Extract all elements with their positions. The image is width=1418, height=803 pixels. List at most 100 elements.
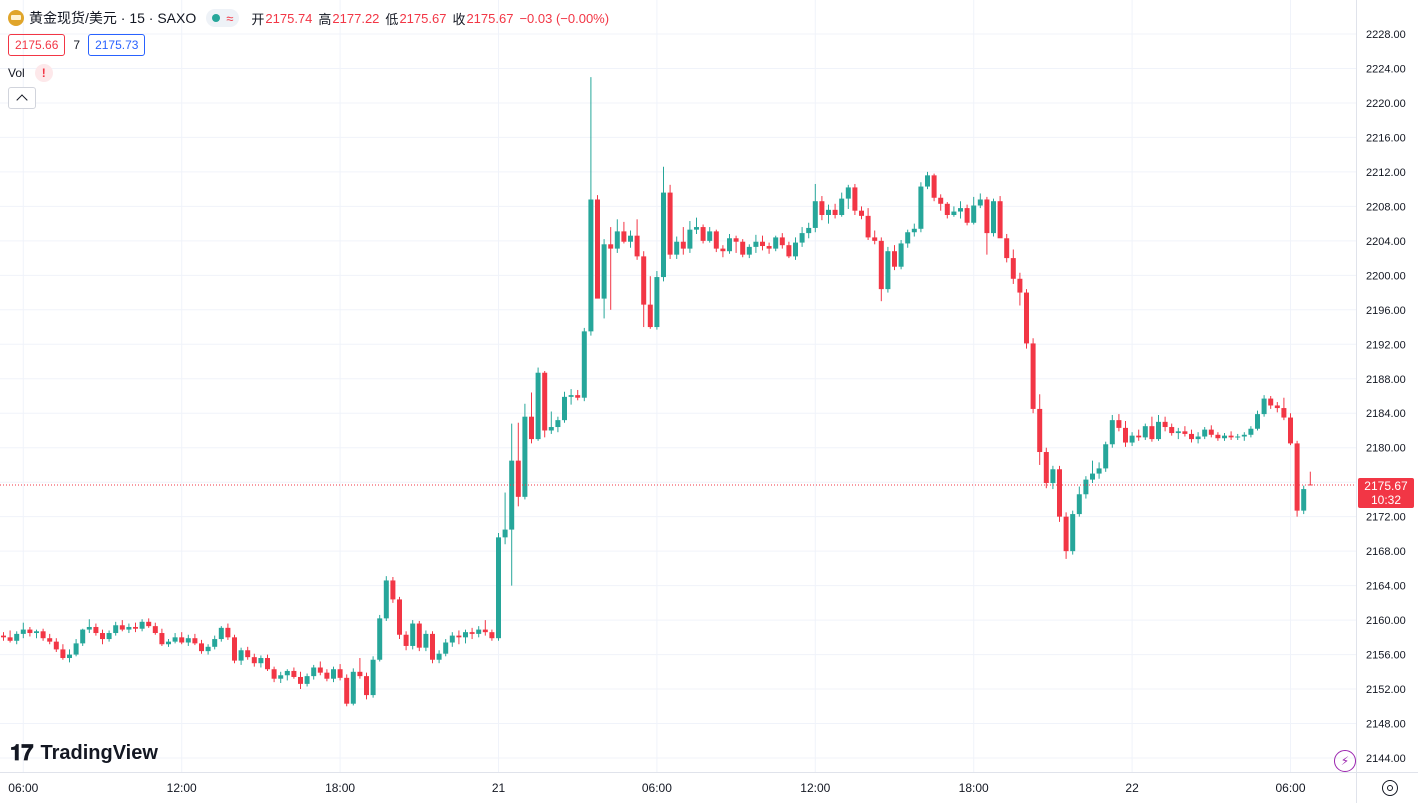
x-tick-label: 06:00 <box>8 781 38 795</box>
candle-body <box>106 633 112 640</box>
candle <box>199 639 204 654</box>
candle <box>397 596 402 640</box>
candle <box>463 629 468 644</box>
candle-body <box>496 537 501 639</box>
candle-body <box>172 637 178 642</box>
tradingview-logo[interactable]: 𝟏𝟕 TradingView <box>10 740 158 766</box>
candle <box>568 389 574 405</box>
candle <box>746 244 752 259</box>
candle <box>766 242 772 254</box>
candle <box>1004 233 1010 263</box>
candle <box>436 650 442 664</box>
candle-body <box>707 231 713 241</box>
candle-body <box>40 631 46 639</box>
candle-body <box>34 631 39 634</box>
candle-body <box>1228 435 1234 438</box>
candle-body <box>1 635 6 638</box>
candle <box>100 629 105 645</box>
candle <box>1189 429 1194 443</box>
candle <box>1136 429 1142 441</box>
candle <box>482 620 488 636</box>
volume-legend: Vol ! <box>8 64 53 82</box>
candle-body <box>331 669 336 679</box>
candle <box>812 183 818 233</box>
candle <box>806 222 812 239</box>
candle-body <box>443 642 449 654</box>
candle-body <box>304 676 310 684</box>
candle <box>548 411 554 434</box>
candle-body <box>436 653 442 660</box>
candle-body <box>720 248 726 252</box>
y-tick-label: 2184.00 <box>1366 408 1406 420</box>
lightning-icon[interactable]: ⚡ <box>1334 750 1356 772</box>
candle <box>449 632 455 647</box>
y-tick-label: 2228.00 <box>1366 29 1406 41</box>
candle-body <box>859 210 864 216</box>
candle <box>430 631 435 664</box>
candle <box>469 627 475 640</box>
candle <box>977 193 983 209</box>
sell-price-button[interactable]: 2175.66 <box>8 34 66 56</box>
candle-body <box>20 629 26 634</box>
candle-body <box>449 635 455 643</box>
candle-body <box>1123 427 1128 443</box>
candle <box>337 664 343 681</box>
buy-price-button[interactable]: 2175.73 <box>88 34 146 56</box>
candle-body <box>139 621 145 629</box>
candle <box>1037 394 1043 465</box>
candle-body <box>1149 426 1155 440</box>
market-status[interactable]: ≈ <box>206 9 240 27</box>
candle <box>793 237 798 260</box>
candle <box>1228 431 1234 440</box>
candle <box>1195 432 1201 444</box>
candle-body <box>476 629 482 634</box>
collapse-legend-button[interactable] <box>8 87 36 109</box>
candle <box>601 239 607 319</box>
candle <box>126 623 132 634</box>
symbol-title[interactable]: 黄金现货/美元 · 15 · SAXO <box>29 10 197 26</box>
tradingview-mark-icon: 𝟏𝟕 <box>10 740 33 765</box>
warning-icon[interactable]: ! <box>34 64 53 82</box>
candle-body <box>951 211 957 215</box>
candle-body <box>1024 292 1029 344</box>
candle <box>1222 433 1227 441</box>
candle <box>185 634 191 646</box>
candle <box>707 227 713 243</box>
y-tick-label: 2188.00 <box>1366 374 1406 386</box>
candle <box>1261 395 1267 417</box>
candle-body <box>991 201 996 234</box>
legend-header: 黄金现货/美元 · 15 · SAXO ≈ 开 2175.74 高 2177.22 … <box>8 8 615 28</box>
candle <box>839 192 845 217</box>
candle-body <box>357 671 363 677</box>
candle-body <box>1136 435 1142 438</box>
candle-body <box>634 235 640 257</box>
candle <box>331 666 336 683</box>
candle <box>192 633 198 646</box>
candle <box>311 664 317 680</box>
candle-body <box>839 198 845 215</box>
candle <box>1103 441 1109 472</box>
candle-body <box>641 256 647 305</box>
candle-body <box>740 241 746 255</box>
candle <box>892 245 897 271</box>
candle <box>614 219 620 253</box>
candle-body <box>232 637 237 661</box>
candle-body <box>199 643 204 652</box>
candle-body <box>1307 484 1313 486</box>
candle <box>86 619 92 634</box>
candle-body <box>212 639 218 647</box>
candle-body <box>1248 428 1254 435</box>
volume-label[interactable]: Vol <box>8 66 25 80</box>
candle <box>212 635 218 650</box>
candle <box>73 639 79 657</box>
candle <box>1156 414 1161 441</box>
candle <box>661 166 666 282</box>
gear-icon[interactable] <box>1382 780 1398 796</box>
candle-body <box>1222 435 1227 439</box>
candle <box>284 669 290 681</box>
candle-body <box>687 229 693 249</box>
candle-body <box>456 635 462 638</box>
candle-body <box>1281 408 1287 418</box>
